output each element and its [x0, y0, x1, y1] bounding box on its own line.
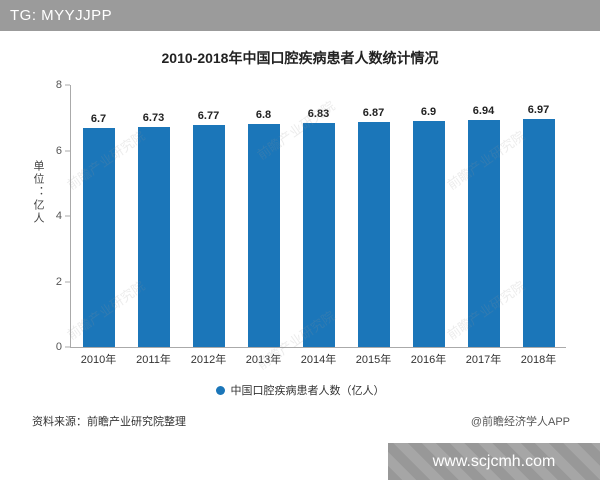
bar: [467, 119, 500, 347]
x-axis-tick-label: 2012年: [190, 354, 227, 366]
bar-value-label: 6.8: [255, 109, 272, 122]
y-axis-tick-label: 6: [55, 144, 62, 157]
x-axis-tick-label: 2017年: [465, 354, 502, 366]
bar: [247, 124, 280, 347]
legend: 中国口腔疾病患者人数（亿人）: [0, 382, 600, 398]
bar-value-label: 6.97: [527, 103, 550, 116]
bar-group: 6.8 2013年: [236, 85, 291, 366]
bar-value-label: 6.77: [197, 110, 220, 123]
bar-value-label: 6.7: [90, 112, 107, 125]
y-axis-tick-mark: [65, 346, 70, 348]
bar-group: 6.9 2016年: [401, 85, 456, 366]
x-axis-tick-label: 2013年: [245, 354, 282, 366]
y-axis-tick-mark: [65, 150, 70, 151]
bar: [302, 123, 335, 347]
y-axis-tick-mark: [65, 84, 70, 86]
bar-value-label: 6.9: [420, 106, 437, 119]
site-banner: www.scjcmh.com: [388, 443, 600, 480]
chart-title: 2010-2018年中国口腔疾病患者人数统计情况: [161, 50, 439, 66]
top-tag-bar: TG: MYYJJPP: [0, 0, 600, 31]
y-axis-tick-label: 8: [55, 79, 62, 91]
source-note: 资料来源：前瞻产业研究院整理: [32, 416, 186, 428]
bar-value-label: 6.94: [472, 104, 495, 117]
x-axis-tick-label: 2014年: [300, 354, 337, 366]
y-axis-tick-mark: [65, 215, 70, 217]
x-axis-tick-label: 2018年: [520, 354, 557, 366]
x-axis-tick-label: 2015年: [355, 354, 392, 366]
bar: [522, 118, 555, 347]
bar-group: 6.73 2011年: [126, 85, 181, 366]
bar: [82, 127, 115, 347]
bar: [137, 126, 170, 347]
bar-value-label: 6.83: [307, 108, 330, 121]
credit-label: @前瞻经济学人APP: [470, 416, 570, 428]
bar: [192, 125, 225, 347]
bar-group: 6.97 2018年: [511, 85, 566, 366]
y-axis-tick-label: 0: [55, 341, 62, 353]
y-axis-tick-mark: [65, 281, 70, 282]
tag-label: TG: MYYJJPP: [10, 7, 113, 24]
x-axis-tick-label: 2016年: [410, 354, 447, 366]
y-axis: 0 2 4 6 8: [28, 79, 70, 353]
y-axis-unit-label: 单位：亿人: [32, 160, 44, 225]
legend-dot-icon: [215, 385, 225, 395]
bar-group: 6.7 2010年: [71, 85, 126, 366]
bar-group: 6.94 2017年: [456, 85, 511, 366]
x-axis-tick-label: 2010年: [80, 354, 117, 366]
bar: [412, 121, 445, 347]
x-axis-tick-label: 2011年: [136, 354, 171, 366]
bar-value-label: 6.87: [362, 107, 385, 120]
plot-wrap: 6.7 2010年 6.73 2011年 6.77 2012年 6.8 2013年 6.83 20…: [70, 85, 566, 366]
bar-group: 6.83 2014年: [291, 85, 346, 366]
y-axis-tick-label: 4: [55, 210, 62, 222]
bar-value-label: 6.73: [142, 111, 165, 124]
site-url: www.scjcmh.com: [432, 452, 556, 470]
plot-area: 6.7 2010年 6.73 2011年 6.77 2012年 6.8 2013年 6.83 20…: [70, 85, 566, 366]
legend-label: 中国口腔疾病患者人数（亿人）: [230, 385, 385, 397]
bar-group: 6.87 2015年: [346, 85, 401, 366]
y-axis-tick-label: 2: [55, 275, 62, 288]
bar: [357, 122, 390, 347]
bar-group: 6.77 2012年: [181, 85, 236, 366]
